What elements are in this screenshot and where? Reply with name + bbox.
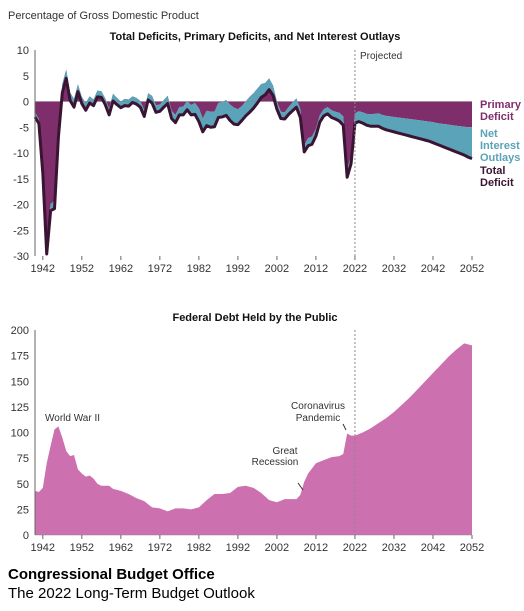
top-x-tick-label: 2022 <box>343 263 367 275</box>
top-x-tick-label: 2032 <box>382 263 406 275</box>
top-y-tick-label: -30 <box>13 251 29 263</box>
annotation-coronavirus-pandemic: Coronavirus Pandemic <box>291 401 345 424</box>
top-y-tick-label: -10 <box>13 148 29 160</box>
bottom-x-tick-label: 2042 <box>421 542 445 554</box>
annotation-world-war-ii: World War II <box>45 413 100 424</box>
top-y-tick-label: -5 <box>19 122 29 134</box>
top-x-tick-label: 1942 <box>31 263 55 275</box>
total-deficit-line <box>33 76 473 256</box>
bottom-y-tick-label: 200 <box>11 325 29 337</box>
top-y-axis-label: Percentage of Gross Domestic Product <box>8 10 199 22</box>
bottom-x-tick-label: 1942 <box>31 542 55 554</box>
top-x-tick-label: 2042 <box>421 263 445 275</box>
top-y-tick-label: 10 <box>17 45 29 57</box>
top-chart-title: Total Deficits, Primary Deficits, and Ne… <box>110 31 401 43</box>
bottom-y-tick-label: 150 <box>11 376 29 388</box>
top-y-tick-label: 5 <box>23 71 29 83</box>
top-y-tick-label: -20 <box>13 200 29 212</box>
bottom-chart-title: Federal Debt Held by the Public <box>172 312 337 324</box>
top-x-tick-label: 1992 <box>226 263 250 275</box>
bottom-x-tick-label: 1982 <box>187 542 211 554</box>
top-y-tick-label: -25 <box>13 225 29 237</box>
bottom-x-tick-label: 1972 <box>148 542 172 554</box>
footer-publication: The 2022 Long-Term Budget Outlook <box>8 585 255 602</box>
bottom-y-tick-label: 25 <box>17 504 29 516</box>
top-x-tick-label: 1982 <box>187 263 211 275</box>
bottom-y-tick-label: 175 <box>11 351 29 363</box>
top-x-tick-label: 1972 <box>148 263 172 275</box>
legend-total-deficit: Total Deficit <box>480 165 514 189</box>
projected-label: Projected <box>360 51 402 62</box>
legend-net-interest: Net Interest Outlays <box>480 128 520 164</box>
bottom-y-tick-label: 125 <box>11 402 29 414</box>
legend-primary-deficit: Primary Deficit <box>480 99 522 123</box>
top-x-tick-label: 2052 <box>460 263 484 275</box>
bottom-x-tick-label: 1992 <box>226 542 250 554</box>
bottom-y-tick-label: 100 <box>11 428 29 440</box>
bottom-x-tick-label: 2052 <box>460 542 484 554</box>
annotation-great-recession: Great Recession <box>252 446 299 468</box>
annotation-great-recession-pointer <box>297 482 304 491</box>
top-y-tick-label: 0 <box>23 97 29 109</box>
debt-area <box>35 343 472 535</box>
bottom-y-tick-label: 50 <box>17 479 29 491</box>
top-chart-legend: Primary Deficit Net Interest Outlays Total D… <box>480 99 522 189</box>
bottom-x-tick-label: 1962 <box>109 542 133 554</box>
top-y-tick-label: -15 <box>13 174 29 186</box>
footer-organization: Congressional Budget Office <box>8 566 215 583</box>
top-x-tick-label: 1952 <box>70 263 94 275</box>
bottom-x-tick-label: 2022 <box>343 542 367 554</box>
bottom-y-tick-label: 0 <box>23 530 29 542</box>
bottom-x-tick-label: 2012 <box>304 542 328 554</box>
top-x-tick-label: 2012 <box>304 263 328 275</box>
bottom-x-tick-label: 2002 <box>265 542 289 554</box>
bottom-x-tick-label: 2032 <box>382 542 406 554</box>
top-x-tick-label: 1962 <box>109 263 133 275</box>
bottom-x-tick-label: 1952 <box>70 542 94 554</box>
top-x-tick-label: 2002 <box>265 263 289 275</box>
bottom-y-tick-label: 75 <box>17 453 29 465</box>
annotation-coronavirus-pointer <box>342 423 347 431</box>
